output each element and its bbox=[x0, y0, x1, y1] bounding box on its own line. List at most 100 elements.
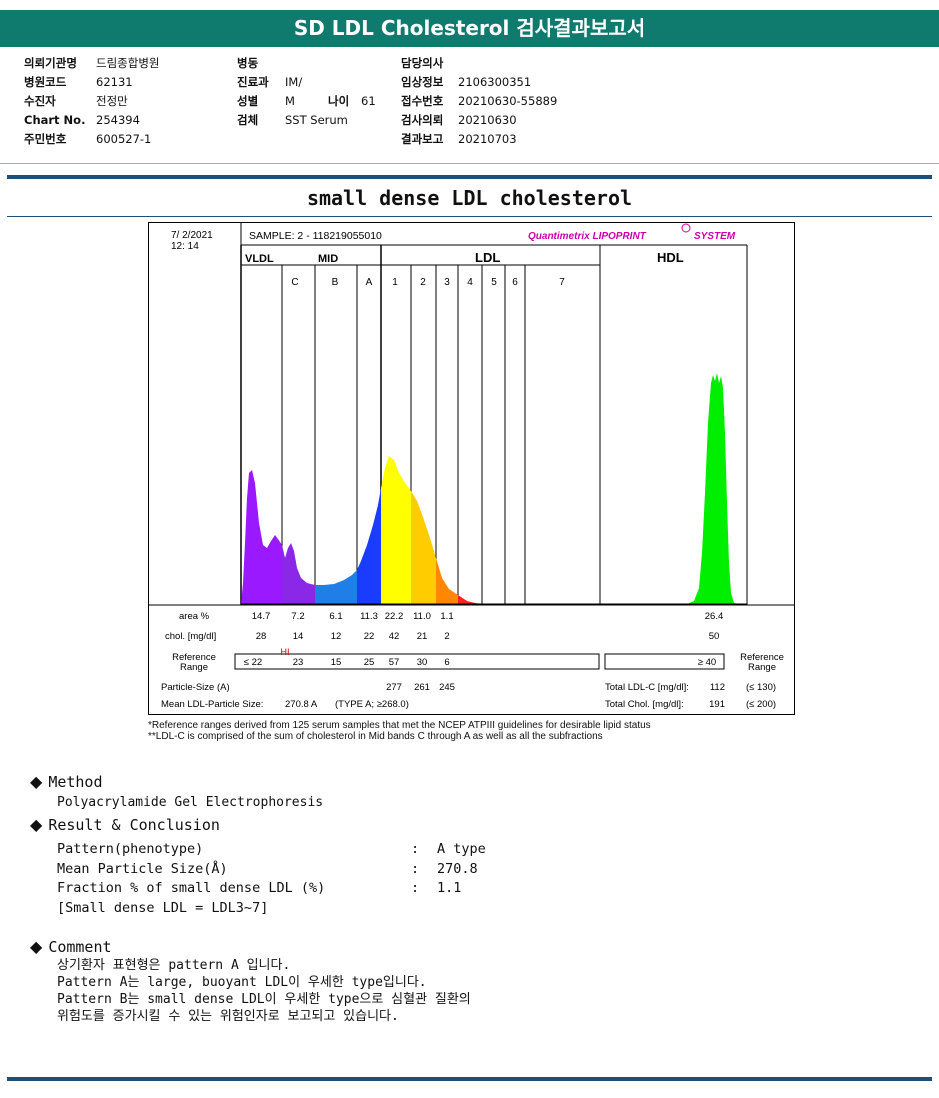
method-text: Polyacrylamide Gel Electrophoresis bbox=[57, 795, 324, 810]
area-value: 11.0 bbox=[413, 611, 431, 622]
result-colon: : bbox=[411, 860, 420, 877]
area-value: 11.3 bbox=[360, 611, 378, 622]
footnote-1: *Reference ranges derived from 125 serum… bbox=[148, 720, 651, 731]
result-value-pattern: A type bbox=[437, 841, 486, 857]
mean-size-value: 270.8 A bbox=[285, 699, 318, 710]
group-ldl: LDL bbox=[475, 250, 500, 265]
reference-value: 23 bbox=[293, 657, 304, 668]
row-label-ref1: Reference bbox=[172, 652, 216, 663]
total-ldl-label: Total LDL-C [mg/dl]: bbox=[605, 682, 689, 693]
row-label-area: area % bbox=[179, 611, 210, 622]
band-label: 4 bbox=[467, 277, 473, 288]
divider-thin bbox=[7, 216, 932, 217]
patient-info-col1: 의뢰기관명 드림종합병원 병원코드 62131 수진자 전정만 Chart No. 25… bbox=[24, 54, 159, 149]
group-vldl: VLDL bbox=[245, 253, 274, 265]
chol-value: 42 bbox=[389, 631, 400, 642]
result-label-size: Mean Particle Size(Å) bbox=[57, 860, 228, 877]
footnote-2: **LDL-C is comprised of the sum of chole… bbox=[148, 731, 603, 742]
result-value-size: 270.8 bbox=[437, 860, 478, 877]
value-patient: 전정만 bbox=[96, 94, 128, 108]
ref-box-main bbox=[234, 653, 600, 670]
comment-line: Pattern A는 large, buoyant LDL이 우세한 type입… bbox=[57, 975, 427, 990]
result-label-pattern: Pattern(phenotype) bbox=[57, 841, 204, 857]
reference-value: 57 bbox=[389, 657, 400, 668]
particle-size-value: 277 bbox=[386, 682, 402, 693]
patient-info-col3: 담당의사 임상정보 2106300351 접수번호 20210630-55889 검… bbox=[401, 54, 557, 149]
band-fill-4 bbox=[458, 595, 482, 604]
row-label-ref2: Range bbox=[180, 662, 208, 673]
comment-line: 상기환자 표현형은 pattern A 입니다. bbox=[57, 958, 291, 973]
value-department: IM/ bbox=[285, 75, 303, 89]
reference-value: 6 bbox=[444, 657, 449, 668]
band-label: 1 bbox=[392, 277, 398, 288]
result-block: Pattern(phenotype): A type Mean Particle … bbox=[57, 840, 486, 918]
value-receipt-no: 20210630-55889 bbox=[458, 94, 558, 108]
lipoprint-svg: 7/ 2/2021 12: 14 SAMPLE: 2 - 11821905501… bbox=[149, 223, 794, 710]
values-table: 14.7 7.2 6.1 11.3 22.2 11.0 1.1 26.4 28 14 12 22 42 2… bbox=[244, 611, 723, 693]
label-request-date: 검사의뢰 bbox=[401, 113, 444, 127]
band-fill-3 bbox=[436, 558, 458, 604]
total-chol-value: 191 bbox=[709, 699, 725, 710]
chart-sample: SAMPLE: 2 - 118219055010 bbox=[249, 230, 382, 242]
band-label: 6 bbox=[512, 277, 518, 288]
band-label: C bbox=[291, 277, 298, 288]
lipoprint-chart: 7/ 2/2021 12: 14 SAMPLE: 2 - 11821905501… bbox=[148, 222, 795, 715]
band-label: A bbox=[366, 277, 373, 288]
chol-value: 28 bbox=[256, 631, 267, 642]
label-chart-no: Chart No. bbox=[24, 113, 86, 127]
reference-value: ≥ 40 bbox=[698, 657, 716, 668]
divider-thick bbox=[7, 175, 932, 179]
particle-size-value: 245 bbox=[439, 682, 455, 693]
reference-value: 15 bbox=[331, 657, 342, 668]
band-fill-a bbox=[357, 488, 381, 604]
label-ward: 병동 bbox=[237, 56, 259, 70]
method-heading: ◆ Method bbox=[30, 772, 103, 791]
hi-flag: HI bbox=[281, 647, 290, 657]
chart-brand-system: SYSTEM bbox=[694, 231, 736, 242]
result-label-fraction: Fraction % of small dense LDL (%) bbox=[57, 880, 326, 896]
area-value: 14.7 bbox=[252, 611, 271, 622]
label-specimen: 검체 bbox=[237, 113, 259, 127]
band-label: B bbox=[332, 277, 339, 288]
report-subtitle: small dense LDL cholesterol bbox=[306, 186, 633, 210]
patient-info-col2: 병동 진료과 IM/ 성별 M 나이 61 검체 SST Serum bbox=[237, 54, 376, 130]
chol-value: 12 bbox=[331, 631, 342, 642]
result-value-fraction: 1.1 bbox=[437, 880, 462, 896]
label-report-date: 결과보고 bbox=[401, 132, 444, 146]
band-fill-1 bbox=[381, 456, 411, 604]
value-age: 61 bbox=[361, 94, 376, 108]
chol-value: 14 bbox=[293, 631, 304, 642]
chol-value: 22 bbox=[364, 631, 375, 642]
label-sex: 성별 bbox=[237, 94, 259, 108]
value-clinical-info: 2106300351 bbox=[458, 75, 532, 89]
value-request-date: 20210630 bbox=[458, 113, 517, 127]
chart-footnotes: *Reference ranges derived from 125 serum… bbox=[148, 720, 651, 742]
diamond-bullet-icon: ◆ bbox=[30, 937, 43, 956]
result-footnote: [Small dense LDL = LDL3~7] bbox=[57, 899, 269, 916]
divider bbox=[0, 163, 939, 164]
chol-value: 21 bbox=[417, 631, 428, 642]
label-doctor: 담당의사 bbox=[401, 56, 444, 70]
chart-date: 7/ 2/2021 bbox=[171, 230, 213, 241]
reference-value: ≤ 22 bbox=[244, 657, 262, 668]
total-chol-label: Total Chol. [mg/dl]: bbox=[605, 699, 684, 710]
densitometry-trace bbox=[241, 373, 747, 605]
method-heading-text: Method bbox=[48, 773, 103, 791]
band-label: 7 bbox=[559, 277, 565, 288]
value-institution: 드림종합병원 bbox=[96, 56, 160, 70]
band-label: 5 bbox=[491, 277, 497, 288]
label-department: 진료과 bbox=[237, 75, 269, 89]
label-receipt-no: 접수번호 bbox=[401, 94, 444, 108]
diamond-bullet-icon: ◆ bbox=[30, 772, 43, 791]
comment-line: Pattern B는 small dense LDL이 우세한 type으로 심… bbox=[57, 992, 471, 1007]
chart-time: 12: 14 bbox=[171, 241, 199, 252]
comment-line: 위험도를 증가시킬 수 있는 위험인자로 보고되고 있습니다. bbox=[57, 1009, 399, 1024]
total-chol-ref: (≤ 200) bbox=[746, 699, 776, 710]
comment-heading: ◆ Comment bbox=[30, 937, 112, 956]
value-report-date: 20210703 bbox=[458, 132, 517, 146]
comment-heading-text: Comment bbox=[48, 938, 112, 956]
ref-box-hdl bbox=[604, 653, 725, 670]
band-fill-hdl bbox=[687, 373, 739, 604]
group-mid: MID bbox=[318, 253, 338, 265]
value-hospital-code: 62131 bbox=[96, 75, 133, 89]
